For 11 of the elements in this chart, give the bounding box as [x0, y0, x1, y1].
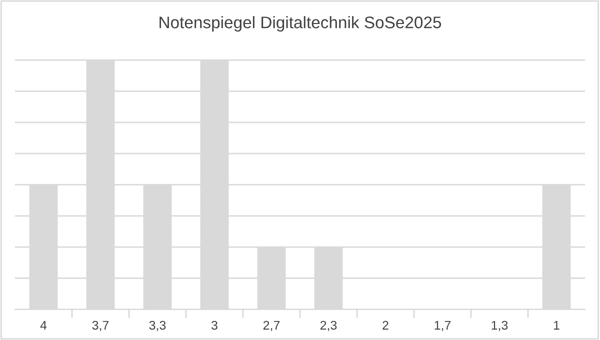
x-tick-label: 3,7	[92, 320, 109, 332]
x-tick-label: 1,7	[434, 320, 451, 332]
x-tick-label: 1,3	[492, 320, 508, 332]
x-tick-label: 2,3	[320, 320, 337, 332]
x-tick-label: 2	[382, 320, 388, 330]
x-tick-label: 4	[40, 320, 47, 330]
x-tick-label: 2,7	[263, 320, 280, 332]
x-tick-label: 3,3	[149, 320, 166, 332]
x-tick-label: 1	[554, 320, 560, 330]
chart-title: Notenspiegel Digitaltechnik SoSe2025	[160, 16, 442, 32]
x-tick-label: 3	[212, 320, 218, 330]
